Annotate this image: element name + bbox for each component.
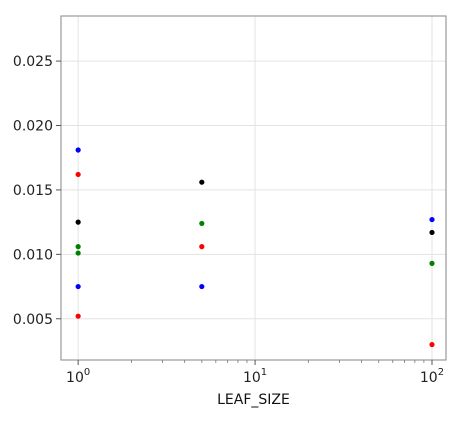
grid [61,16,446,360]
data-point [199,220,205,227]
x-tick-label: 102 [420,367,444,386]
data-point [75,219,81,225]
y-tick-label: 0.020 [13,119,53,135]
y-tick-label: 0.015 [13,183,53,199]
plot-frame [60,15,447,361]
y-axis: 0.005 0.010 0.015 0.020 0.025 [13,54,61,328]
data-point [75,244,81,250]
data-point [75,283,81,290]
data-point [429,260,435,266]
x-axis: 100 101 102 [66,360,444,386]
y-tick-label: 0.005 [13,312,53,328]
data-point [75,250,81,256]
data-point [199,244,205,250]
data-point [75,313,81,319]
data-point [429,229,435,236]
y-tick-label: 0.025 [13,54,53,70]
data-points [75,147,435,348]
data-point [199,179,205,185]
data-point [429,341,435,348]
data-point [75,147,81,153]
data-point [75,171,81,178]
y-tick-label: 0.010 [13,247,53,263]
x-axis-label: LEAF_SIZE [217,392,290,408]
x-tick-label: 100 [66,367,90,386]
data-point [199,283,205,290]
x-tick-label: 101 [243,367,267,386]
data-point [429,216,435,223]
